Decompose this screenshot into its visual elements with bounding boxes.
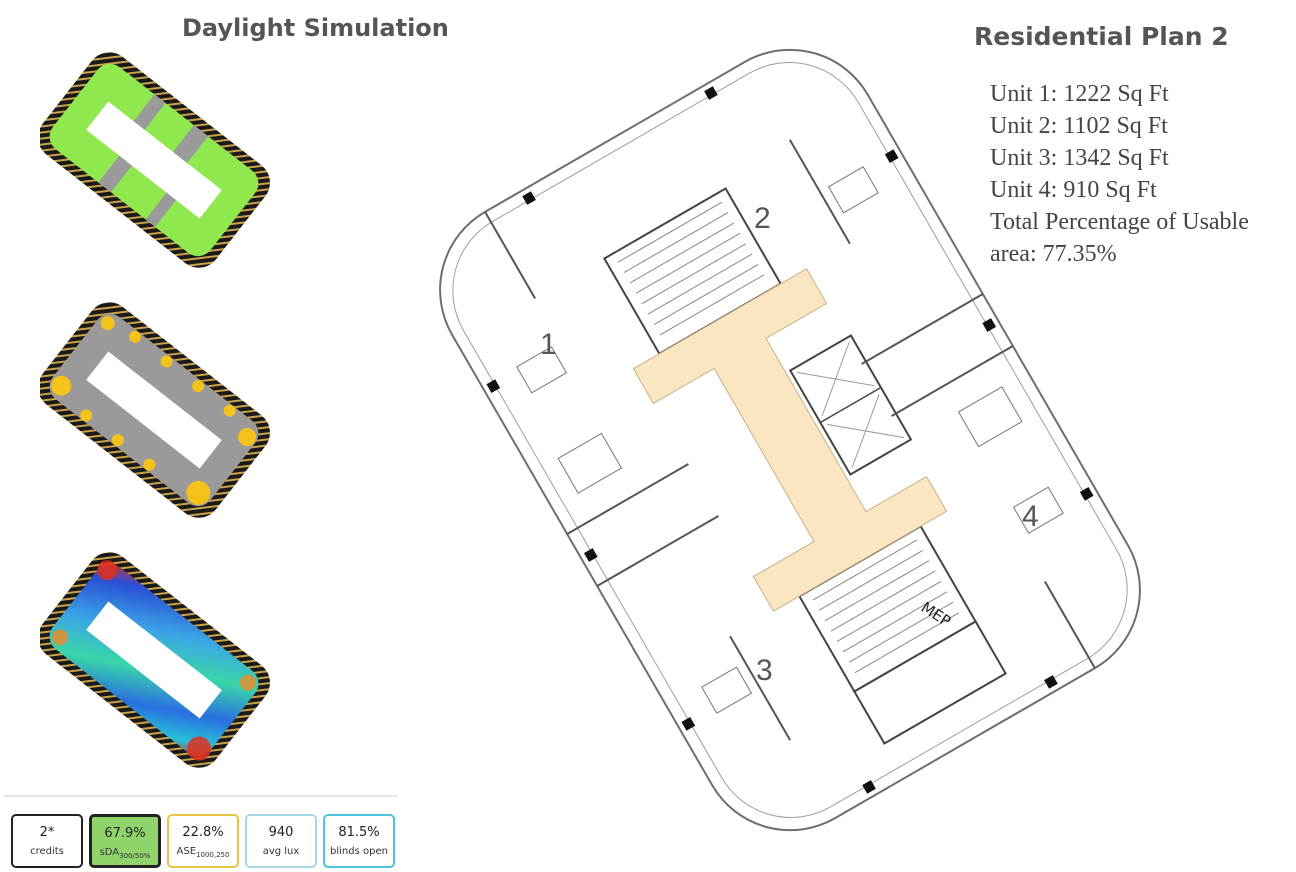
- illuminance-heat-map: [40, 552, 270, 768]
- metric-credits-value: 2*: [39, 825, 55, 840]
- metric-avg-lux-label: avg lux: [262, 846, 300, 857]
- metric-avg-lux: 940 avg lux: [245, 814, 317, 868]
- sda-map: [40, 52, 270, 268]
- unit-2-label: 2: [754, 202, 771, 235]
- stair-core-top: [603, 187, 782, 356]
- metric-ase: 22.8% ASE1000,250: [167, 814, 239, 868]
- metric-sda: 67.9% sDA300/50%: [89, 814, 161, 868]
- unit-4-area: Unit 4: 910 Sq Ft: [990, 177, 1157, 203]
- metric-ase-value: 22.8%: [182, 825, 224, 840]
- ase-map: [40, 302, 270, 518]
- metric-sda-label: sDA300/50%: [99, 847, 151, 860]
- metric-credits-label: credits: [30, 846, 64, 857]
- unit-3-area: Unit 3: 1342 Sq Ft: [990, 145, 1169, 171]
- metric-blinds-open-label: blinds open: [330, 846, 388, 857]
- daylight-simulation-title: Daylight Simulation: [182, 14, 449, 42]
- metric-blinds-open: 81.5% blinds open: [323, 814, 395, 868]
- unit-2-area: Unit 2: 1102 Sq Ft: [990, 113, 1168, 139]
- metric-credits: 2* credits: [11, 814, 83, 868]
- plan-title: Residential Plan 2: [974, 22, 1229, 51]
- unit-4-label: 4: [1022, 500, 1039, 533]
- unit-3-label: 3: [756, 654, 773, 687]
- unit-areas-list: Unit 1: 1222 Sq Ft Unit 2: 1102 Sq Ft Un…: [990, 78, 1290, 270]
- floor-plan: 1 2 3 4 MEP: [439, 48, 1141, 832]
- unit-1-area: Unit 1: 1222 Sq Ft: [990, 81, 1169, 107]
- usable-area-line-1: Total Percentage of Usable: [990, 209, 1249, 235]
- corridor: [632, 268, 948, 612]
- usable-area-line-2: area: 77.35%: [990, 241, 1117, 267]
- daylight-simulation-maps: [40, 52, 270, 768]
- unit-1-label: 1: [540, 328, 557, 361]
- metric-blinds-open-value: 81.5%: [338, 825, 380, 840]
- metric-avg-lux-value: 940: [268, 825, 294, 840]
- metrics-divider: [4, 795, 398, 797]
- metric-ase-label: ASE1000,250: [176, 846, 230, 859]
- metric-sda-value: 67.9%: [104, 826, 146, 841]
- mep-room: [853, 620, 1007, 745]
